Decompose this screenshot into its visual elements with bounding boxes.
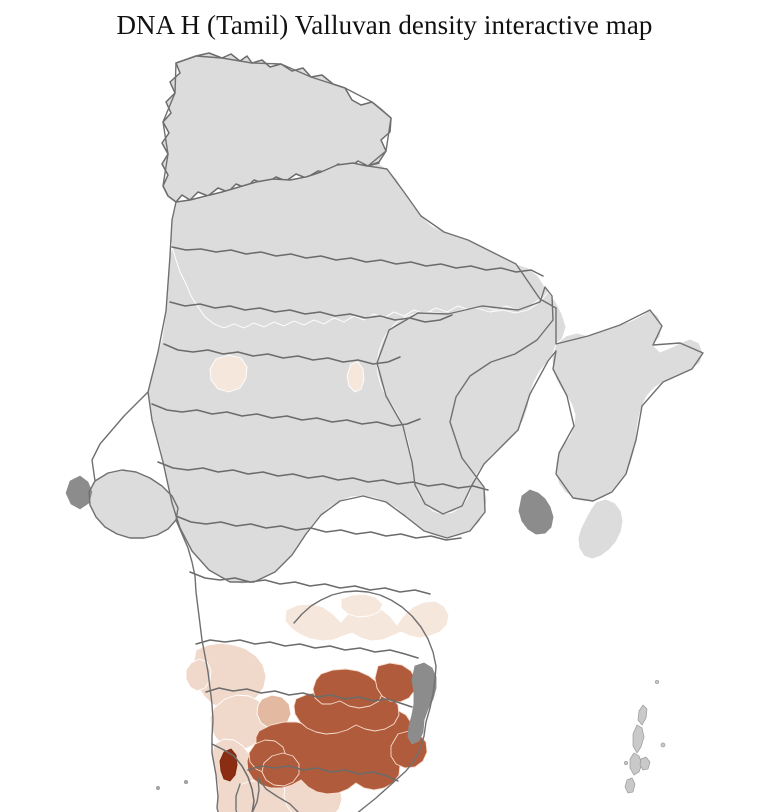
page-title: DNA H (Tamil) Valluvan density interacti… [116,10,653,40]
andaman-nicobar-islands[interactable] [624,679,666,812]
lakshadweep-islands[interactable] [156,779,189,790]
state-boundaries [151,162,544,812]
national-boundary [88,55,704,812]
interactive-map-canvas[interactable] [0,44,769,812]
india-choropleth-svg[interactable] [0,44,769,812]
regions-very-low-density[interactable] [209,354,450,642]
regions-high-density[interactable] [246,662,437,795]
regions-no-data[interactable] [65,52,704,812]
regions-very-high-density[interactable] [219,748,238,782]
